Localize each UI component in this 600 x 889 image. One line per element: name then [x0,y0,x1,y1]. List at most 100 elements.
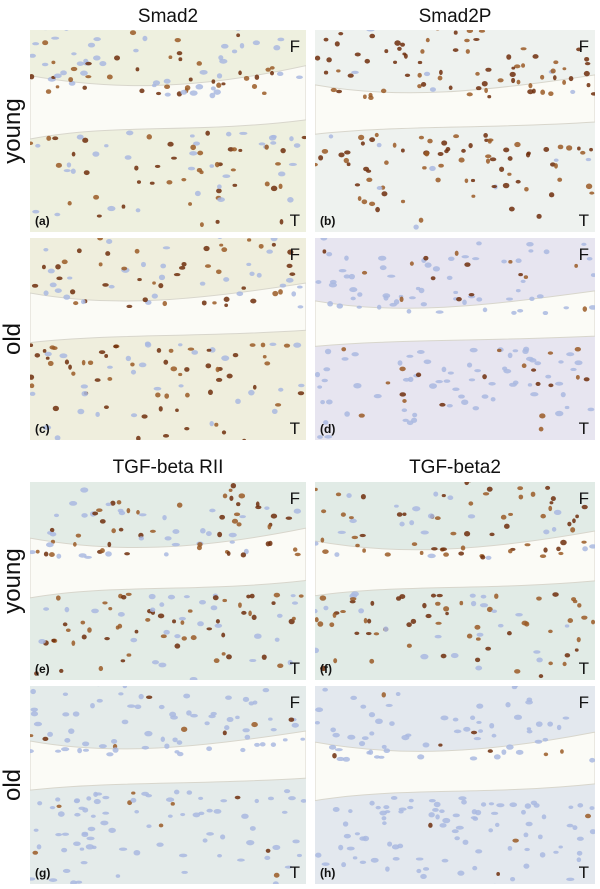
cell-nucleus [442,817,451,824]
cell-nucleus [45,89,52,94]
cell-nucleus [34,680,38,685]
cell-nucleus [369,658,375,664]
cell-nucleus [406,420,414,426]
cell-nucleus [347,73,354,78]
cell-nucleus [261,91,267,96]
cell-nucleus [411,542,418,547]
cell-nucleus [190,713,198,718]
cell-nucleus [354,52,361,57]
cell-nucleus [212,301,217,305]
cell-nucleus [100,820,109,826]
cell-nucleus [156,91,162,96]
cell-nucleus [406,354,414,358]
cell-nucleus [557,144,564,150]
cell-nucleus [420,302,427,307]
cell-nucleus [98,666,104,672]
cell-nucleus [402,512,407,516]
cell-nucleus [489,722,495,729]
panel-label: (b) [320,214,335,228]
cell-nucleus [219,514,226,520]
cell-nucleus [174,750,180,754]
cell-nucleus [99,548,105,554]
cell-nucleus [406,622,412,628]
femur-label: F [579,37,589,56]
cell-nucleus [466,362,473,368]
cell-nucleus [337,530,346,535]
cell-nucleus [87,826,96,832]
cell-nucleus [359,860,367,864]
cell-nucleus [146,824,152,829]
cell-nucleus [108,827,116,833]
cell-nucleus [551,527,557,532]
cell-nucleus [508,206,515,212]
cell-nucleus [288,717,295,722]
cell-nucleus [30,53,36,58]
cell-nucleus [228,488,233,492]
cell-nucleus [511,310,517,315]
cell-nucleus [410,618,417,624]
cell-nucleus [225,695,232,700]
cell-nucleus [587,407,595,412]
cell-nucleus [349,597,357,601]
cell-nucleus [407,805,414,810]
cell-nucleus [274,403,282,407]
cell-nucleus [293,143,301,148]
cell-nucleus [231,49,238,54]
cell-nucleus [490,397,496,402]
cell-nucleus [259,742,266,747]
cell-nucleus [141,745,150,750]
cell-nucleus [475,71,480,76]
cell-nucleus [30,877,36,881]
cell-nucleus [319,595,327,601]
cell-nucleus [63,294,71,300]
cell-nucleus [156,347,162,353]
cell-nucleus [348,516,354,520]
cell-nucleus [437,151,444,157]
cell-nucleus [215,619,220,624]
cell-nucleus [512,349,519,353]
cell-nucleus [363,617,368,624]
cell-nucleus [564,405,570,410]
cell-nucleus [576,857,582,863]
cell-nucleus [76,61,84,66]
cell-nucleus [86,796,92,801]
cell-nucleus [560,749,564,754]
cell-nucleus [296,75,303,80]
cell-nucleus [457,870,465,876]
cell-nucleus [527,383,533,387]
cell-nucleus [42,40,49,46]
cell-nucleus [61,259,68,265]
cell-nucleus [384,810,391,814]
cell-nucleus [346,493,352,498]
joint-cleft [30,282,306,344]
cell-nucleus [460,545,466,551]
cell-nucleus [236,522,242,527]
cell-nucleus [400,148,405,153]
cell-nucleus [158,662,167,668]
tibia-label: T [290,419,300,438]
cell-nucleus [400,42,406,47]
cell-nucleus [165,797,175,802]
cell-nucleus [256,272,262,278]
cell-nucleus [362,94,367,99]
cell-nucleus [141,791,150,796]
cell-nucleus [453,729,462,734]
cell-nucleus [369,137,376,143]
cell-nucleus [169,711,177,718]
cell-nucleus [130,369,137,375]
cell-nucleus [204,264,212,268]
cell-nucleus [92,511,99,516]
cell-nucleus [288,162,297,167]
cell-nucleus [568,76,574,82]
cell-nucleus [576,637,581,643]
cell-nucleus [105,502,112,507]
cell-nucleus [208,714,216,719]
cell-nucleus [577,603,582,608]
cell-nucleus [221,355,230,361]
cell-nucleus [270,185,278,192]
cell-nucleus [267,523,272,530]
cell-nucleus [475,849,483,854]
tibia-label: T [290,863,300,882]
cell-nucleus [323,70,329,75]
cell-nucleus [142,297,148,303]
